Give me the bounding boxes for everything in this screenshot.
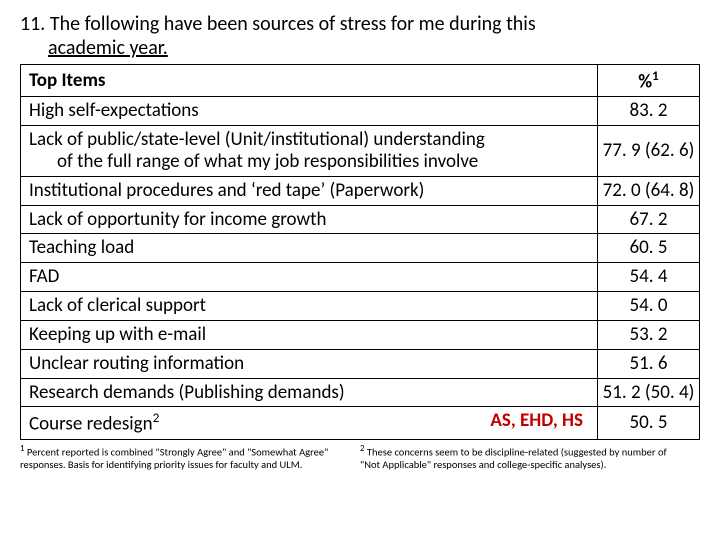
header-pct: %1 — [598, 65, 700, 97]
item-cell: Teaching load — [21, 234, 598, 263]
question-text: 11. The following have been sources of s… — [20, 12, 700, 60]
footnote-2: 2 These concerns seem to be discipline-r… — [360, 444, 700, 472]
pct-cell: 50. 5 — [598, 407, 700, 439]
table-header-row: Top Items %1 — [21, 65, 700, 97]
item-cell: Institutional procedures and ‘red tape’ … — [21, 176, 598, 205]
item-cell: Lack of opportunity for income growth — [21, 205, 598, 234]
footnote-1: 1 Percent reported is combined "Strongly… — [20, 444, 360, 472]
table-row: Course redesign2AS, EHD, HS50. 5 — [21, 407, 700, 439]
stress-table: Top Items %1 High self-expectations83. 2… — [20, 64, 700, 440]
question-line1: The following have been sources of stres… — [50, 12, 536, 36]
footnotes: 1 Percent reported is combined "Strongly… — [20, 444, 700, 472]
pct-cell: 67. 2 — [598, 205, 700, 234]
table-row: Lack of clerical support54. 0 — [21, 292, 700, 321]
item-cell: Research demands (Publishing demands) — [21, 378, 598, 407]
table-row: Unclear routing information51. 6 — [21, 349, 700, 378]
question-line2: academic year. — [20, 36, 700, 60]
item-cell: High self-expectations — [21, 97, 598, 126]
pct-cell: 77. 9 (62. 6) — [598, 126, 700, 177]
table-row: Keeping up with e-mail53. 2 — [21, 320, 700, 349]
table-row: Lack of opportunity for income growth67.… — [21, 205, 700, 234]
table-row: Teaching load60. 5 — [21, 234, 700, 263]
pct-cell: 54. 0 — [598, 292, 700, 321]
table-row: Research demands (Publishing demands)51.… — [21, 378, 700, 407]
question-number: 11. — [20, 12, 45, 36]
pct-cell: 53. 2 — [598, 320, 700, 349]
item-cell: Lack of clerical support — [21, 292, 598, 321]
item-cell: Course redesign2AS, EHD, HS — [21, 407, 598, 439]
pct-cell: 51. 6 — [598, 349, 700, 378]
pct-cell: 83. 2 — [598, 97, 700, 126]
item-cell: FAD — [21, 263, 598, 292]
discipline-label: AS, EHD, HS — [490, 410, 583, 432]
pct-cell: 72. 0 (64. 8) — [598, 176, 700, 205]
item-cell: Keeping up with e-mail — [21, 320, 598, 349]
table-row: Lack of public/state-level (Unit/institu… — [21, 126, 700, 177]
item-cell: Unclear routing information — [21, 349, 598, 378]
pct-cell: 60. 5 — [598, 234, 700, 263]
pct-cell: 54. 4 — [598, 263, 700, 292]
table-row: FAD54. 4 — [21, 263, 700, 292]
header-items: Top Items — [21, 65, 598, 97]
item-cell: Lack of public/state-level (Unit/institu… — [21, 126, 598, 177]
table-row: Institutional procedures and ‘red tape’ … — [21, 176, 700, 205]
pct-cell: 51. 2 (50. 4) — [598, 378, 700, 407]
table-row: High self-expectations83. 2 — [21, 97, 700, 126]
